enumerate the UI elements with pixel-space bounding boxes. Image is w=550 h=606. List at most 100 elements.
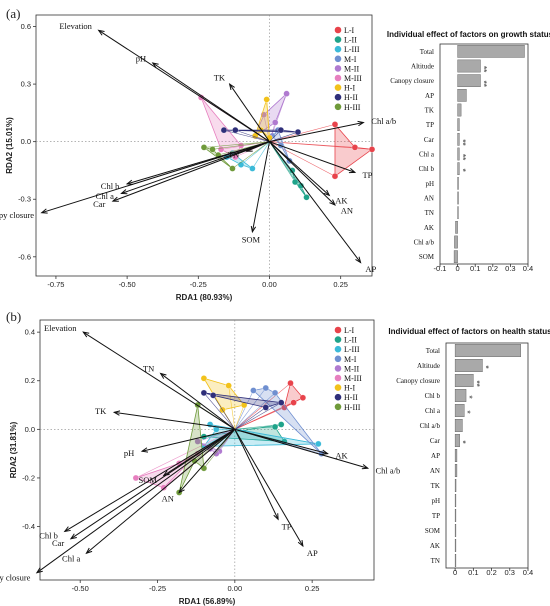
legend-marker: [334, 326, 342, 334]
bar-AN: [454, 464, 458, 478]
bar-x-tick-label: 0.3: [505, 568, 515, 577]
spoke-H-II: [212, 395, 236, 430]
vector-arrow: [269, 141, 356, 173]
vector-arrow: [98, 29, 270, 143]
spoke-L-III: [234, 429, 319, 445]
legend-label: L-III: [344, 345, 360, 354]
spoke-H-II: [203, 392, 236, 430]
significance-marker: **: [479, 66, 488, 73]
bar-x-tick-label: 0.4: [523, 568, 533, 577]
spoke-H-III: [212, 141, 270, 150]
bar-category-label: AK: [430, 542, 440, 550]
point-M-II: [272, 119, 279, 126]
vector-arrowhead: [323, 189, 331, 197]
panel-label-a: (a): [6, 6, 20, 21]
bar-SOM: [454, 524, 457, 538]
vector-label: Car: [93, 199, 105, 209]
legend-label: M-I: [344, 355, 357, 364]
x-tick-label: -0.25: [190, 280, 207, 289]
bar-TN: [454, 554, 457, 568]
point-H-III: [200, 144, 208, 151]
bar-Car: [454, 434, 460, 448]
vector-label: AK: [335, 451, 348, 461]
legend-label: L-I: [344, 326, 355, 335]
vector-arrow: [64, 428, 236, 532]
vector-arrow: [152, 62, 270, 143]
y-tick-label: -0.3: [18, 195, 31, 204]
vector-label: pH: [136, 54, 146, 64]
x-tick-label: -0.50: [72, 584, 89, 593]
bar-pH: [454, 494, 457, 508]
vector-arrowhead: [348, 168, 357, 174]
vector-label: Canopy closure: [0, 572, 31, 582]
vector-arrowhead: [178, 486, 185, 494]
vector-label: Canopy closure: [0, 210, 34, 220]
bar-TK: [454, 479, 457, 493]
legend-label: L-II: [344, 36, 357, 45]
bar-category-label: AP: [431, 452, 440, 460]
vector-arrow: [41, 141, 270, 214]
legend-marker: [334, 393, 342, 401]
bar-category-label: Chl b: [419, 165, 435, 173]
bar-AK: [455, 220, 458, 234]
vector-label: AP: [307, 548, 318, 558]
vector-arrowhead: [159, 372, 167, 379]
point-H-III: [209, 146, 216, 153]
legend-label: M-II: [344, 64, 359, 73]
spoke-M-I: [234, 392, 276, 430]
point-H-I: [240, 401, 248, 409]
point-M-III: [160, 484, 167, 491]
y-tick-label: -0.4: [22, 522, 35, 531]
vector-arrowhead: [120, 189, 128, 195]
vector-arrow: [114, 411, 235, 430]
bar-x-tick-label: 0.4: [523, 264, 533, 273]
bar-x-tick-label: 0: [453, 568, 457, 577]
spoke-H-III: [203, 141, 270, 148]
plot-frame: [39, 319, 375, 581]
vector-arrow: [234, 429, 304, 547]
spoke-M-I: [234, 387, 266, 430]
spoke-H-II: [235, 129, 270, 142]
vector-arrowhead: [297, 539, 304, 548]
point-M-I: [271, 389, 279, 397]
vector-label: Chl a: [96, 191, 114, 201]
bar-category-label: Altitude: [417, 362, 440, 370]
x-tick-label: -0.25: [149, 584, 166, 593]
bar-category-label: Canopy closure: [390, 77, 434, 85]
bar-TP: [454, 509, 457, 523]
vector-arrowhead: [361, 464, 370, 470]
point-L-II: [278, 421, 285, 428]
vector-arrowhead: [357, 120, 365, 127]
spoke-H-I: [266, 99, 270, 142]
significance-marker: *: [481, 366, 490, 370]
vector-arrowhead: [63, 526, 71, 533]
vector-label: AP: [365, 264, 376, 274]
point-M-III: [217, 146, 225, 153]
x-tick-label: 0.25: [333, 280, 348, 289]
vector-label: TK: [214, 73, 226, 83]
vector-arrowhead: [112, 410, 121, 416]
legend-marker: [334, 26, 342, 34]
vector-label: Chl a/b: [371, 116, 396, 126]
legend-label: H-III: [344, 403, 361, 412]
spoke-L-III: [240, 141, 270, 165]
vector-label: Chl a: [62, 553, 80, 563]
legend-marker: [334, 84, 342, 91]
bar-Chl b: [454, 389, 467, 403]
point-H-II: [294, 128, 302, 136]
legend-marker: [334, 36, 342, 43]
vector-arrowhead: [82, 331, 90, 338]
bar-SOM: [453, 250, 458, 264]
group-hull-L-I: [334, 123, 374, 177]
spoke-H-I: [234, 404, 245, 430]
vector-label: SOM: [242, 235, 261, 245]
legend-label: M-I: [344, 55, 357, 64]
legend-marker: [334, 45, 342, 53]
legend-label: L-III: [344, 45, 360, 54]
legend-label: H-III: [344, 103, 361, 112]
vector-arrowhead: [329, 199, 336, 206]
vector-label: Car: [52, 538, 64, 548]
point-M-I: [262, 384, 269, 392]
vector-arrowhead: [355, 256, 362, 264]
vector-label: TN: [143, 364, 154, 374]
